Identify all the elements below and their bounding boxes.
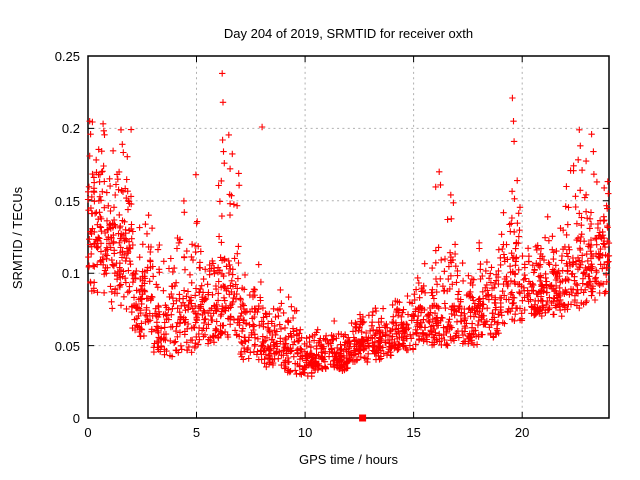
flagged-zero-point (359, 414, 367, 422)
x-tick-label: 20 (514, 425, 530, 440)
x-axis-label: GPS time / hours (299, 452, 398, 467)
x-tick-label: 10 (297, 425, 313, 440)
x-tick-label: 5 (192, 425, 201, 440)
chart-title: Day 204 of 2019, SRMTID for receiver oxt… (223, 26, 474, 41)
y-tick-label: 0 (72, 411, 80, 426)
plot-border (87, 55, 610, 419)
x-tick-label: 15 (406, 425, 421, 440)
x-tick-label: 0 (84, 425, 92, 440)
y-axis-label: SRMTID / TECUs (10, 186, 25, 290)
y-tick-label: 0.1 (61, 266, 80, 282)
y-tick-label: 0.15 (54, 193, 80, 209)
y-tick-label: 0.2 (61, 121, 80, 137)
y-tick-label: 0.05 (54, 338, 80, 354)
outlier-points (86, 70, 597, 189)
y-tick-label: 0.25 (54, 49, 80, 64)
data-points (84, 118, 613, 380)
